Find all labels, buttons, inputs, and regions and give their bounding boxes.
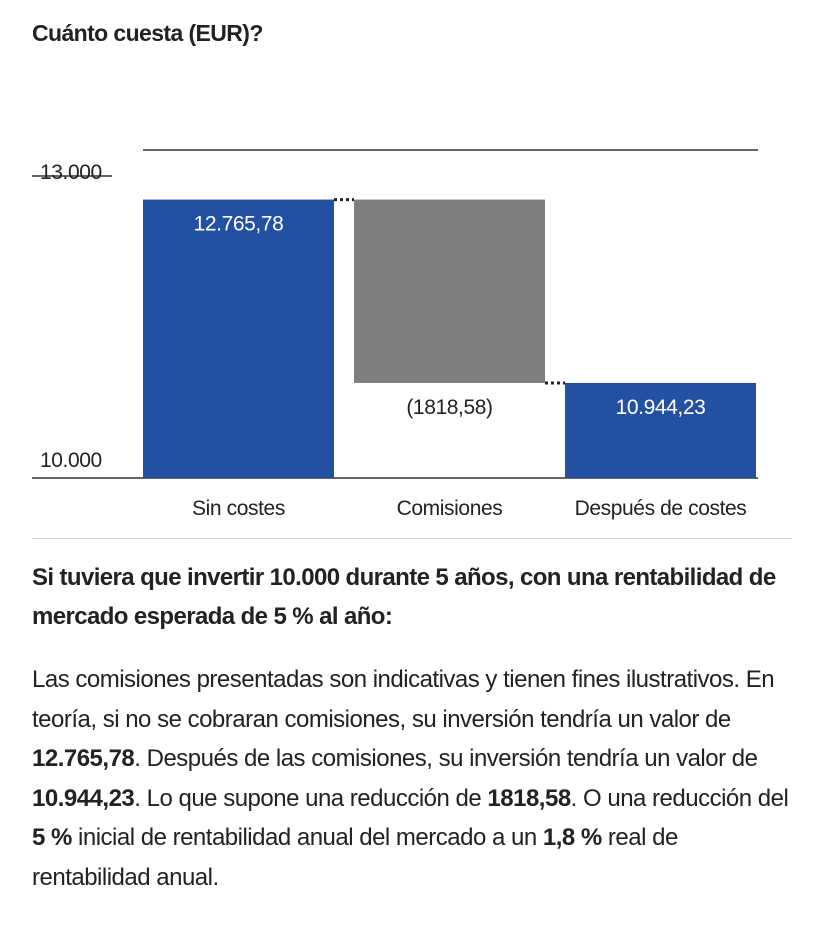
real-return-rate: 1,8 % [542, 824, 602, 851]
y-tick-label-top: 13.000 [40, 161, 102, 184]
data-label-sin-costes: 12.765,78 [194, 213, 284, 236]
paragraph-text: real de rentabilidad anual. [32, 824, 678, 891]
paragraph-text: . O una reducción del [570, 784, 789, 812]
paragraph-text: inicial de rentabilidad anual del mercad… [71, 824, 543, 851]
explanation-paragraph: Las comisiones presentadas son indicativ… [32, 660, 797, 897]
reduction-value: 1818,58 [487, 784, 571, 812]
bar-despues-de-costes [565, 382, 756, 478]
scenario-heading: Si tuviera que invertir 10.000 durante 5… [32, 564, 776, 630]
data-label-despues-de-costes: 10.944,23 [616, 396, 706, 419]
x-tick-label-comisiones: Comisiones [397, 497, 503, 520]
bar-comisiones [354, 199, 545, 383]
section-divider [32, 538, 792, 539]
y-tick-label-bottom: 10.000 [40, 449, 102, 472]
waterfall-chart: 13.000 10.000 12.765,78 Sin costes (1818,5… [32, 149, 758, 520]
paragraph-text: . Después de las comisiones, su inversió… [134, 745, 758, 772]
x-tick-label-despues-de-costes: Después de costes [575, 497, 747, 520]
x-tick-label-sin-costes: Sin costes [192, 497, 285, 520]
value-after-costs: 10.944,23 [32, 784, 135, 812]
data-label-comisiones: (1818,58) [406, 396, 492, 419]
value-without-costs: 12.765,78 [32, 745, 135, 772]
initial-return-rate: 5 % [32, 824, 72, 851]
paragraph-text: Las comisiones presentadas son indicativ… [32, 666, 775, 733]
paragraph-text: . Lo que supone una reducción de [134, 784, 488, 812]
bar-sin-costes [143, 199, 334, 479]
chart-title: Cuánto cuesta (EUR)? [32, 20, 263, 46]
